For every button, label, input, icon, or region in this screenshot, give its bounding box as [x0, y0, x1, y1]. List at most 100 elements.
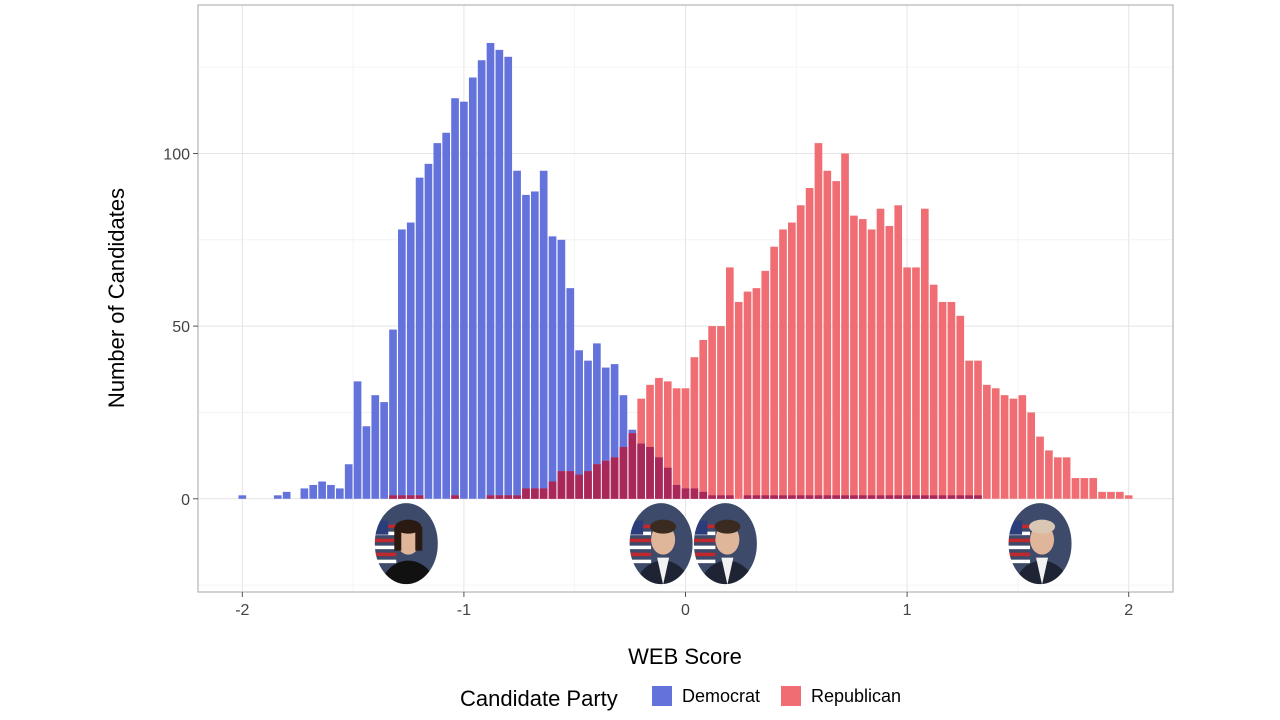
republican-bar: [699, 339, 708, 499]
democrat-bar: [593, 343, 601, 499]
republican-bar: [1027, 412, 1036, 499]
democrat-bar: [424, 163, 433, 499]
legend-swatch-republican: [781, 686, 801, 706]
overlap-bar: [876, 495, 885, 499]
overlap-bar: [912, 495, 920, 499]
republican-bar: [779, 229, 787, 499]
overlap-bar: [885, 495, 894, 499]
overlap-bar: [513, 495, 521, 499]
democrat-bar: [433, 143, 442, 499]
democrat-bar: [504, 56, 513, 499]
republican-bar: [1124, 495, 1133, 499]
democrat-bar: [468, 77, 477, 499]
republican-bar: [1018, 395, 1027, 499]
overlap-bar: [743, 495, 752, 499]
democrat-bar: [327, 484, 335, 499]
overlap-bar: [929, 495, 938, 499]
republican-bar: [788, 222, 796, 499]
republican-bar: [734, 301, 743, 499]
overlap-bar: [699, 491, 708, 499]
overlap-bar: [956, 495, 965, 499]
republican-bar: [938, 301, 947, 499]
candidate-photo-center-right: [692, 502, 758, 586]
x-axis-title: WEB Score: [628, 644, 742, 669]
republican-bar: [920, 208, 929, 499]
republican-bar: [956, 315, 965, 499]
democrat-bar: [486, 42, 495, 499]
overlap-bars: [389, 433, 982, 499]
democrat-bar: [309, 484, 318, 499]
republican-bar: [717, 326, 725, 499]
democrat-bar: [530, 191, 539, 499]
overlap-bar: [690, 488, 699, 499]
republican-bar: [1107, 491, 1115, 499]
overlap-bar: [717, 495, 725, 499]
overlap-bar: [920, 495, 929, 499]
overlap-bar: [974, 495, 982, 499]
republican-bar: [752, 288, 761, 499]
republican-bar: [841, 153, 849, 499]
overlap-bar: [947, 495, 956, 499]
republican-bar: [761, 270, 770, 499]
overlap-bar: [530, 488, 539, 499]
x-tick-label: 0: [681, 602, 690, 619]
candidate-photo-right: [1007, 502, 1073, 586]
republican-bar: [743, 291, 752, 499]
overlap-bar: [601, 460, 610, 499]
republican-bar: [663, 381, 672, 499]
republican-bar: [1009, 398, 1018, 499]
legend-title: Candidate Party: [460, 686, 618, 711]
democrat-bar: [575, 350, 583, 499]
legend: Candidate Party Democrat Republican: [460, 686, 901, 711]
overlap-bar: [628, 433, 637, 499]
overlap-bar: [486, 495, 495, 499]
overlap-bar: [619, 446, 628, 499]
democrat-bar: [415, 177, 424, 499]
y-tick-label: 0: [181, 492, 190, 509]
democrat-bar: [442, 132, 451, 499]
democrat-bar: [318, 481, 326, 499]
republican-bar: [832, 181, 841, 499]
overlap-bar: [858, 495, 867, 499]
overlap-bar: [894, 495, 903, 499]
democrat-bar: [539, 170, 548, 499]
overlap-bar: [761, 495, 770, 499]
overlap-bar: [867, 495, 876, 499]
candidate-photo-left: [373, 502, 439, 586]
republican-bar: [1080, 478, 1089, 499]
legend-label-republican: Republican: [811, 686, 901, 706]
democrat-bar: [353, 381, 362, 499]
republican-bar: [646, 384, 654, 499]
x-tick-label: 2: [1124, 602, 1133, 619]
democrat-bar: [273, 495, 282, 499]
overlap-bar: [398, 495, 406, 499]
republican-bar: [770, 246, 778, 499]
democrat-bar: [610, 364, 619, 499]
republican-bar: [1062, 457, 1071, 499]
candidate-photo-center-left: [628, 502, 694, 586]
republican-bar: [823, 170, 832, 499]
overlap-bar: [805, 495, 814, 499]
y-axis-ticks: 0 50 100: [163, 146, 198, 509]
republican-bar: [1115, 491, 1124, 499]
republican-bar: [708, 326, 716, 499]
democrat-bar: [362, 426, 371, 499]
republican-bar: [965, 360, 973, 499]
democrat-bar: [238, 495, 247, 499]
democrat-bar: [513, 170, 521, 499]
republican-bar: [681, 388, 690, 499]
republican-bar: [876, 208, 885, 499]
republican-bar: [1045, 450, 1053, 499]
republican-bar: [1000, 395, 1009, 499]
democrat-bar: [601, 367, 610, 499]
republican-bar: [796, 205, 805, 499]
democrat-bar: [389, 329, 397, 499]
overlap-bar: [406, 495, 415, 499]
republican-bar: [672, 388, 681, 499]
republican-bar: [912, 267, 920, 499]
overlap-bar: [389, 495, 397, 499]
overlap-bar: [575, 474, 583, 499]
overlap-bar: [566, 471, 575, 499]
republican-bar: [974, 360, 982, 499]
